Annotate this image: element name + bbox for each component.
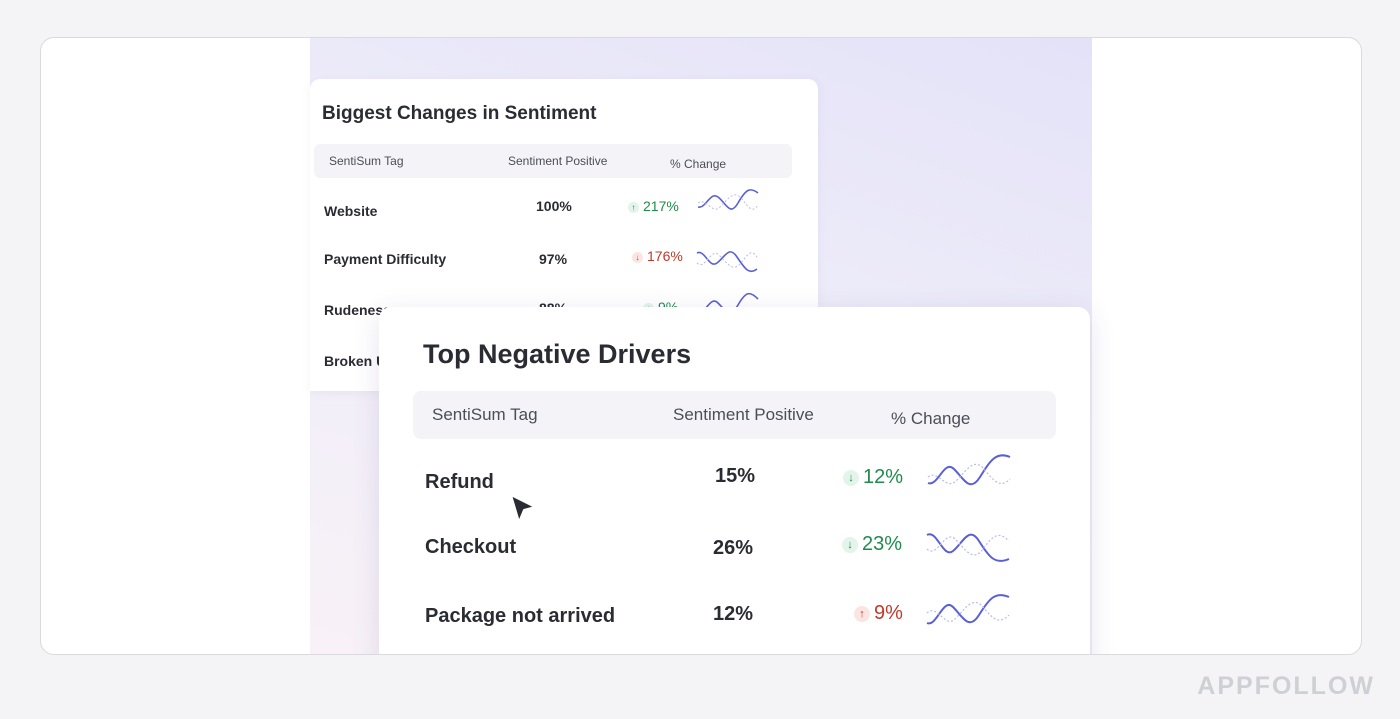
brand-watermark: APPFOLLOW [1197, 672, 1375, 700]
sparkline-icon [926, 594, 1010, 625]
header-sentiment: Sentiment Positive [673, 405, 814, 424]
header-change: % Change [670, 157, 727, 171]
row-value: 26% [713, 537, 754, 559]
arrow-up-icon: ↑ [628, 202, 639, 213]
change-value: 9% [874, 602, 903, 624]
change-badge: ↑ 217% [628, 198, 679, 214]
row-label: Checkout [425, 536, 517, 558]
header-tag: SentiSum Tag [329, 154, 404, 168]
change-value: 12% [863, 466, 904, 488]
arrow-up-icon: ↑ [854, 606, 870, 622]
arrow-down-icon: ↓ [843, 470, 859, 486]
change-badge: ↓ 23% [842, 533, 902, 556]
change-value: 176% [647, 248, 683, 264]
row-value: 100% [536, 198, 572, 214]
row-label: Payment Difficulty [324, 251, 447, 267]
card-title: Biggest Changes in Sentiment [322, 103, 597, 124]
header-sentiment: Sentiment Positive [508, 154, 608, 168]
card-title: Top Negative Drivers [423, 339, 692, 369]
row-label: Website [324, 203, 378, 219]
sparkline-icon [926, 533, 1010, 562]
sparkline-icon [697, 189, 759, 210]
change-value: 217% [643, 198, 679, 214]
arrow-down-icon: ↓ [632, 252, 643, 263]
change-badge: ↓ 176% [632, 248, 683, 264]
row-label: Rudeness [324, 302, 391, 318]
row-value: 97% [539, 251, 568, 267]
change-badge: ↑9% [854, 602, 903, 625]
top-negative-drivers-card: Top Negative Drivers SentiSum Tag Sentim… [379, 307, 1090, 654]
row-label: Refund [425, 471, 494, 493]
table-header: SentiSum Tag Sentiment Positive % Change [413, 391, 1056, 439]
row-label: Broken U [324, 353, 387, 369]
screenshot-frame: Biggest Changes in Sentiment SentiSum Ta… [40, 37, 1362, 655]
row-label: Package not arrived [425, 605, 616, 627]
header-tag: SentiSum Tag [432, 405, 538, 424]
mouse-pointer-icon [510, 494, 536, 523]
change-badge: ↓ 12% [843, 466, 903, 489]
sparkline-icon [927, 454, 1011, 486]
arrow-down-icon: ↓ [842, 537, 858, 553]
table-header: SentiSum Tag Sentiment Positive % Change [314, 144, 792, 178]
bottom-fade [379, 638, 1090, 654]
header-change: % Change [891, 409, 971, 428]
row-value: 15% [715, 465, 756, 487]
sparkline-icon [696, 251, 758, 273]
row-value: 12% [713, 603, 754, 625]
change-value: 23% [862, 533, 903, 555]
